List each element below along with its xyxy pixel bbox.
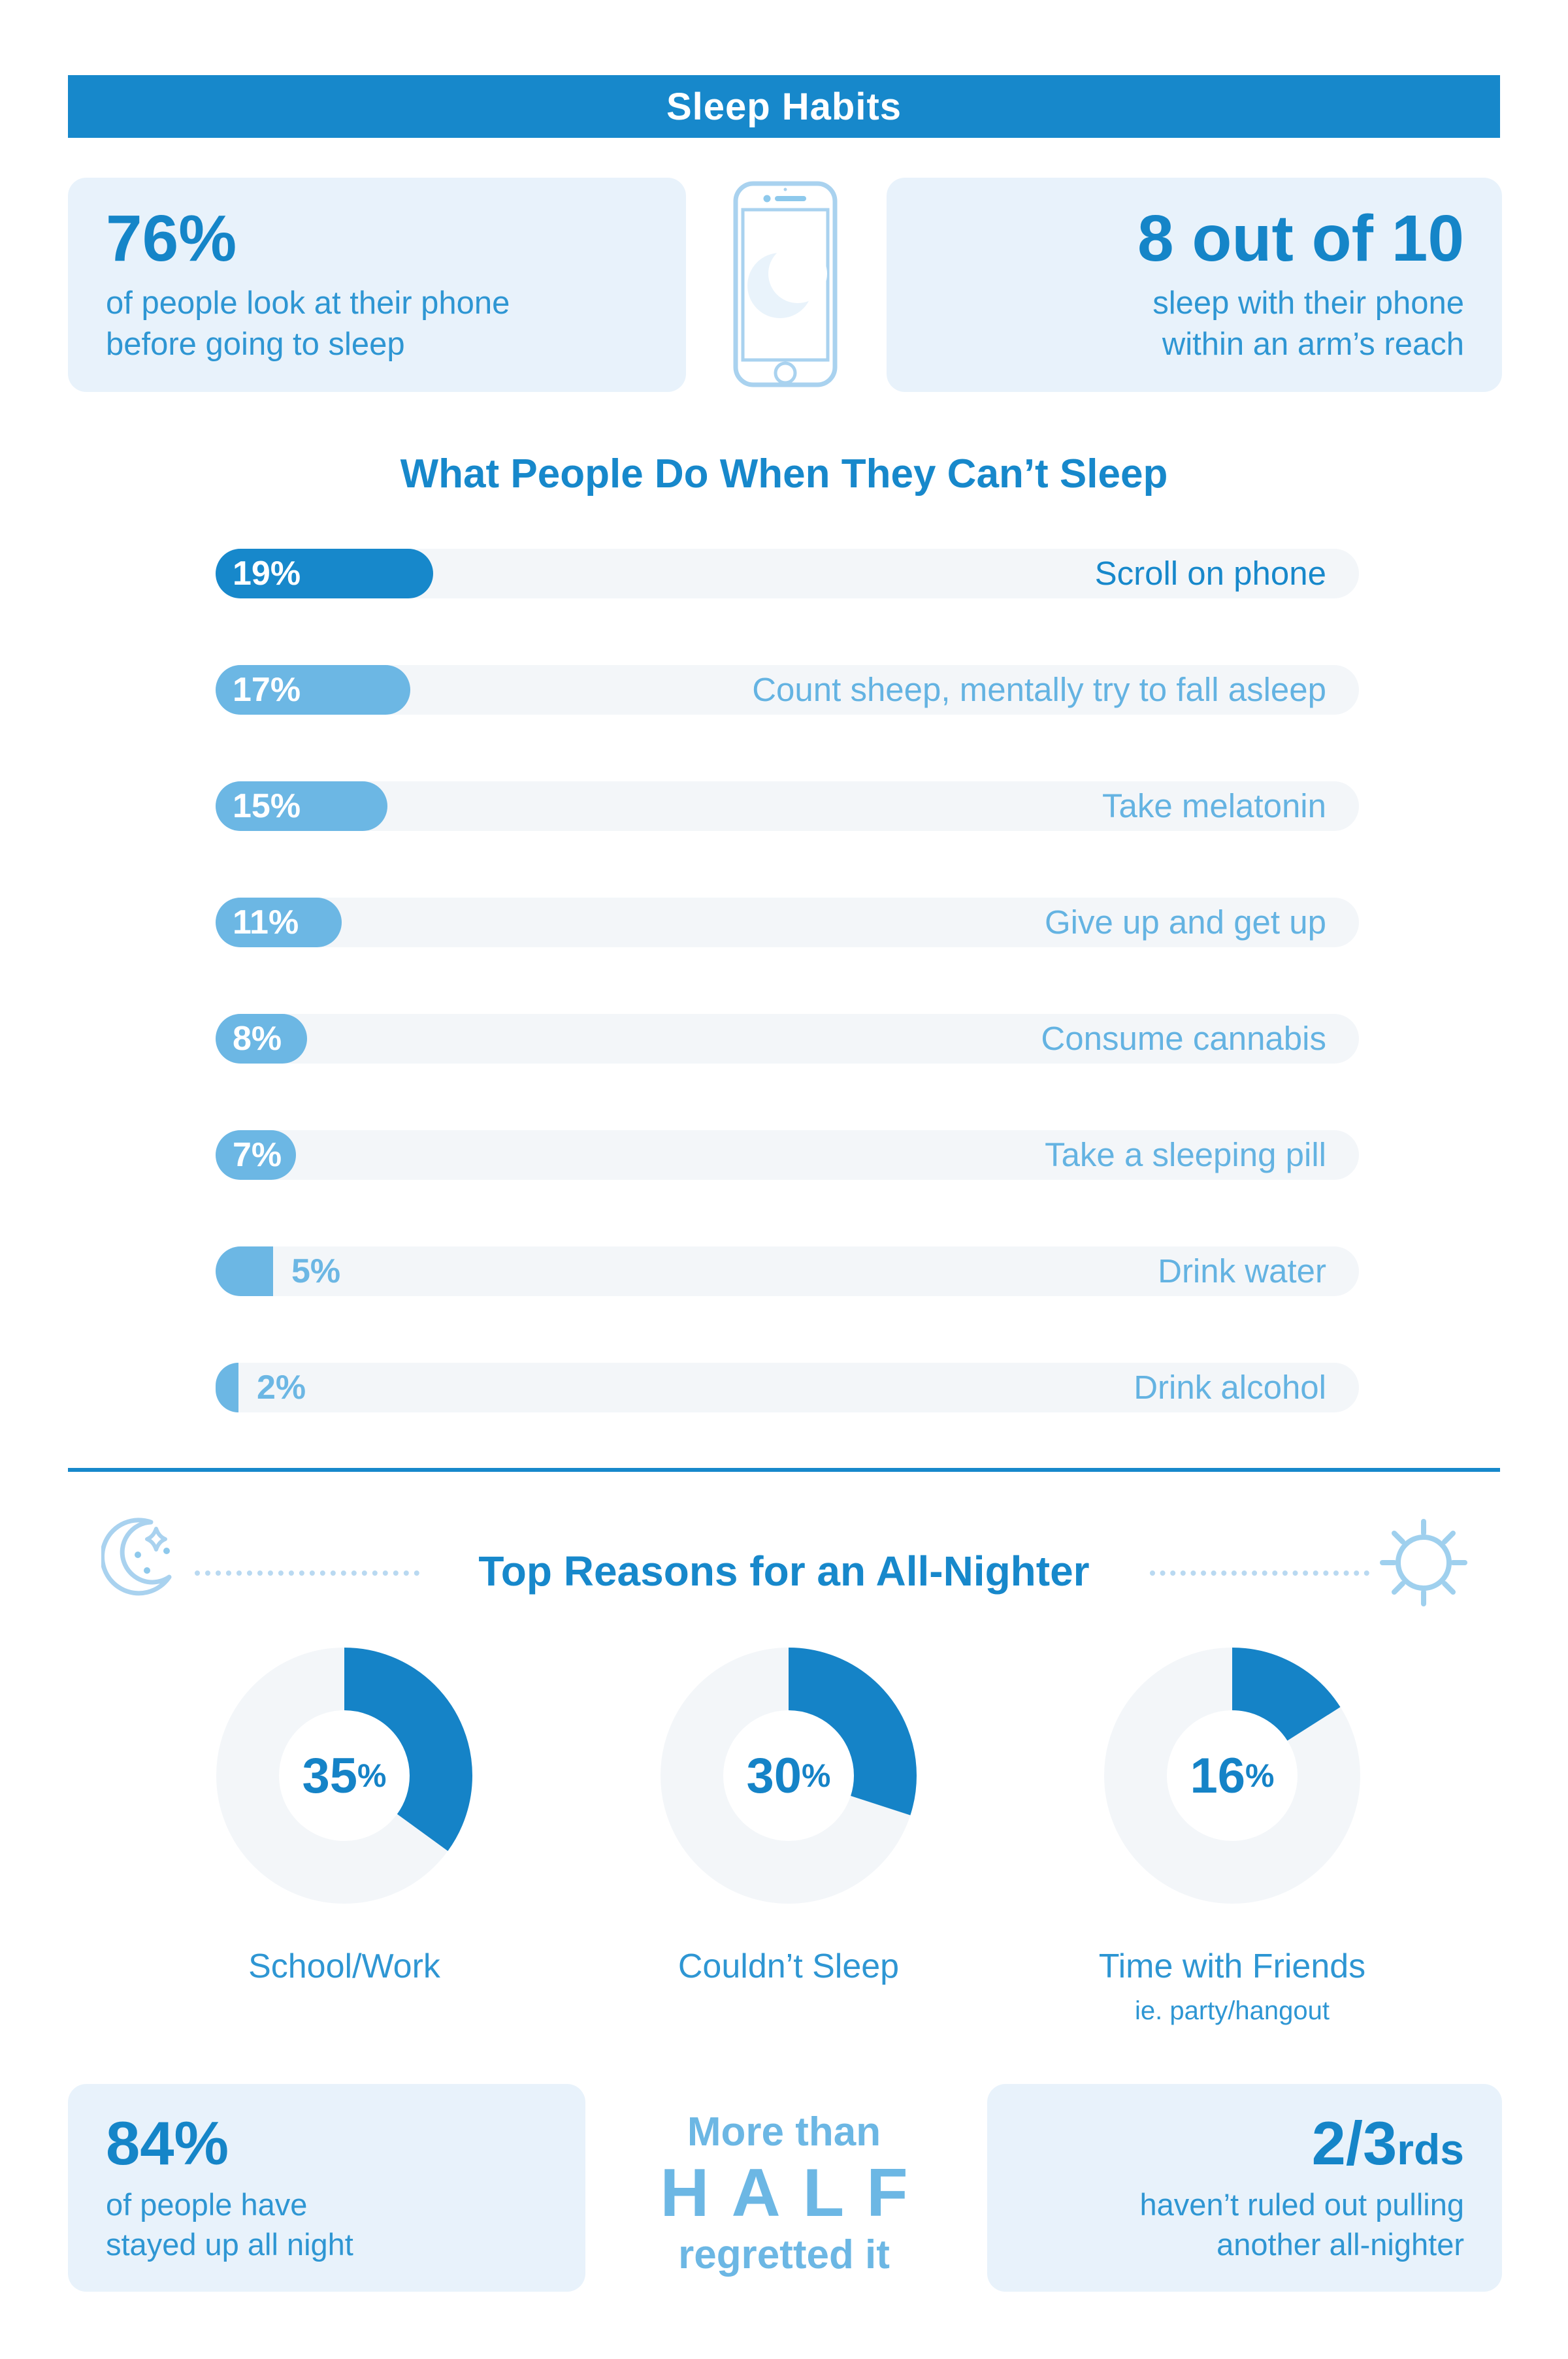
header-bar: Sleep Habits [68, 75, 1500, 138]
bar-row: 15% Take melatonin [216, 781, 1359, 831]
bar-row: 8% Consume cannabis [216, 1014, 1359, 1064]
stat-line: stayed up all night [106, 2227, 353, 2262]
donut-category-label: Couldn’t Sleep [678, 1947, 900, 1985]
callout-line: More than [687, 2109, 881, 2155]
allnighter-section-title: Top Reasons for an All-Nighter [478, 1548, 1090, 1595]
stat-value: 8 out of 10 [1137, 202, 1464, 276]
stat-value: 76% [106, 202, 237, 276]
bar-fill [216, 1014, 307, 1064]
bar-category-label: Give up and get up [1045, 903, 1326, 941]
bar-value-label: 19% [233, 555, 301, 593]
callout-line: regretted it [678, 2232, 890, 2277]
bar-chart: 19% Scroll on phone 17% Count sheep, mental… [216, 549, 1359, 1412]
bar-value-label: 5% [291, 1252, 341, 1290]
stat-line: another all-nighter [1217, 2227, 1464, 2262]
bar-track [216, 781, 1359, 831]
bar-track [216, 1363, 1359, 1412]
stat-card-phone-before-sleep: 76% of people look at their phone before… [68, 178, 686, 392]
bar-row: 11% Give up and get up [216, 898, 1359, 947]
donut-category-sublabel: ie. party/hangout [1135, 1996, 1330, 2025]
bar-fill [216, 1246, 273, 1296]
donut-category-label: School/Work [248, 1947, 440, 1985]
callout-line: HALF [660, 2155, 930, 2232]
bar-fill [216, 1363, 238, 1412]
donut-value-label: 35% [302, 1748, 387, 1804]
bar-track [216, 898, 1359, 947]
donut-value-label: 16% [1190, 1748, 1275, 1804]
stat-line: sleep with their phone [1152, 285, 1464, 321]
bar-fill [216, 549, 433, 598]
bar-category-label: Count sheep, mentally try to fall asleep [752, 671, 1326, 708]
stat-line: haven’t ruled out pulling [1139, 2187, 1464, 2222]
bar-value-label: 8% [233, 1020, 282, 1058]
sun-icon [1380, 1519, 1467, 1606]
bar-value-label: 15% [233, 787, 301, 825]
page-title: Sleep Habits [666, 85, 902, 128]
donut-chart: 35% [216, 1648, 472, 1904]
bar-row: 19% Scroll on phone [216, 549, 1359, 598]
bar-category-label: Consume cannabis [1041, 1020, 1326, 1057]
bar-chart-title: What People Do When They Can’t Sleep [400, 451, 1168, 496]
bar-fill [216, 665, 410, 715]
bar-row: 7% Take a sleeping pill [216, 1130, 1359, 1180]
bar-value-label: 2% [257, 1369, 306, 1407]
dotted-line [195, 1570, 419, 1576]
bar-row: 2% Drink alcohol [216, 1363, 1359, 1412]
stat-line: of people have [106, 2187, 308, 2222]
dotted-line [1150, 1570, 1369, 1576]
stat-line: of people look at their phone [106, 285, 510, 321]
stat-line: before going to sleep [106, 327, 405, 362]
bar-category-label: Drink water [1158, 1252, 1326, 1290]
bar-track [216, 1246, 1359, 1296]
stat-line: within an arm’s reach [1162, 327, 1464, 362]
bar-row: 5% Drink water [216, 1246, 1359, 1296]
bar-track [216, 1014, 1359, 1064]
donut-chart: 16% [1104, 1648, 1360, 1904]
bar-fill [216, 898, 342, 947]
stat-value: 84% [106, 2108, 229, 2177]
bar-fill [216, 1130, 296, 1180]
bar-fill [216, 781, 387, 831]
stat-value: 2/3rds [1311, 2108, 1464, 2177]
bar-category-label: Drink alcohol [1134, 1369, 1326, 1406]
bar-value-label: 17% [233, 671, 301, 709]
donut-chart: 30% [661, 1648, 917, 1904]
bar-value-label: 7% [233, 1136, 282, 1174]
bar-category-label: Take a sleeping pill [1045, 1136, 1326, 1173]
regret-callout: More than HALF regretted it [588, 2109, 980, 2278]
donut-value-label: 30% [746, 1748, 831, 1804]
stat-card-stayed-up: 84% of people have stayed up all night [68, 2084, 585, 2292]
donut-category-label: Time with Friends [1098, 1947, 1366, 1985]
stat-card-another-allnighter: 2/3rds haven’t ruled out pulling another… [987, 2084, 1502, 2292]
section-divider [68, 1468, 1500, 1472]
bar-category-label: Scroll on phone [1094, 555, 1326, 592]
bar-row: 17% Count sheep, mentally try to fall asl… [216, 665, 1359, 715]
bar-value-label: 11% [233, 903, 299, 941]
stat-card-phone-arms-reach: 8 out of 10 sleep with their phone withi… [887, 178, 1502, 392]
phone-moon-icon [733, 181, 838, 387]
bar-track [216, 1130, 1359, 1180]
bar-category-label: Take melatonin [1102, 787, 1326, 824]
moon-stars-icon [100, 1517, 181, 1606]
